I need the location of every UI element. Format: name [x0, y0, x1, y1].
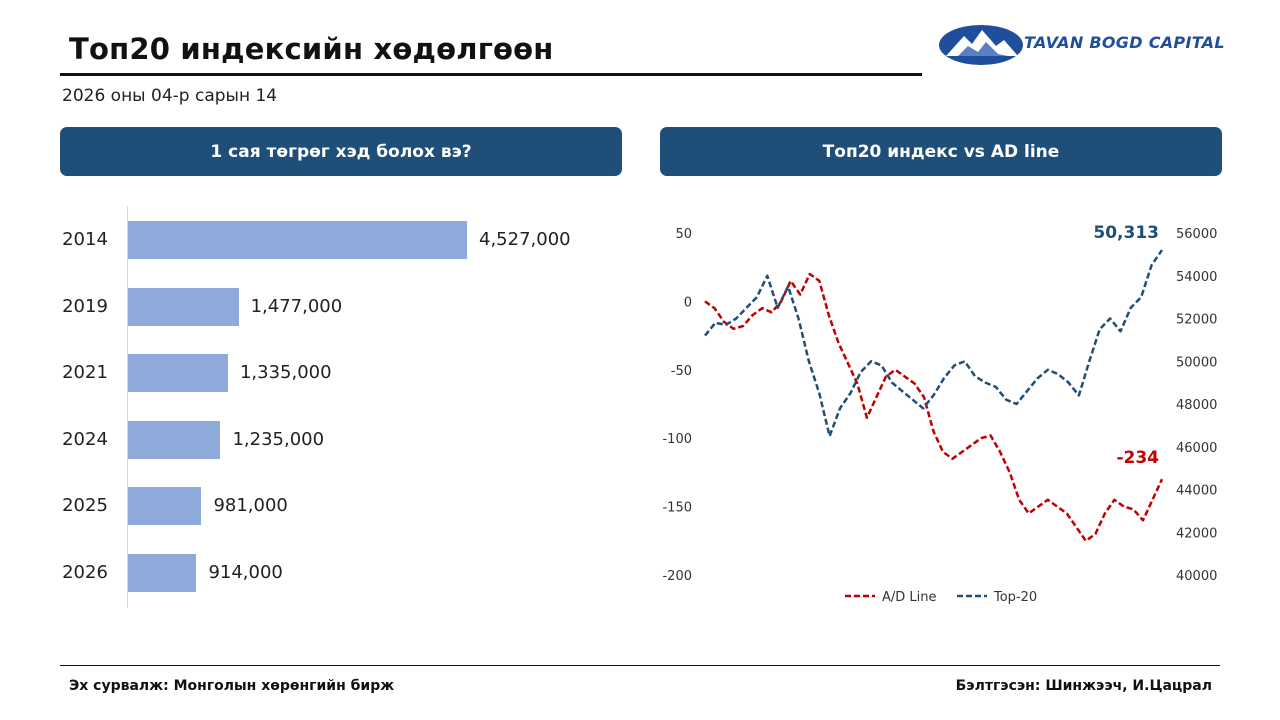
bar [128, 554, 197, 592]
bar-chart-header: 1 сая төгрөг хэд болох вэ? [60, 127, 622, 176]
bar-value-label: 914,000 [208, 562, 283, 583]
bar [128, 287, 239, 326]
right-axis-tick-label: 46000 [1176, 441, 1217, 456]
mountain-logo-icon [939, 25, 1023, 65]
bar-category-label: 2025 [62, 495, 108, 517]
right-axis-tick-label: 40000 [1176, 569, 1217, 584]
bar [128, 354, 228, 393]
bar-value-label: 1,235,000 [232, 428, 325, 450]
company-logo: TAVAN BOGD CAPITAL [938, 24, 1228, 66]
bar-chart-axis [127, 206, 128, 608]
bar [128, 487, 202, 526]
right-axis-tick-label: 50000 [1176, 355, 1217, 370]
line-chart-header: Топ20 индекс vs AD line [660, 127, 1222, 176]
right-axis-tick-label: 42000 [1176, 526, 1217, 541]
right-axis-tick-label: 52000 [1176, 313, 1217, 328]
legend-label: Top-20 [993, 590, 1037, 605]
bar-category-label: 2019 [62, 295, 108, 317]
bar-category-label: 2021 [62, 362, 108, 384]
bar [128, 420, 221, 459]
right-axis-tick-label: 44000 [1176, 484, 1217, 499]
bar-value-label: 981,000 [213, 495, 288, 517]
right-axis-tick-label: 48000 [1176, 398, 1217, 413]
series-line-ad-line [704, 272, 1164, 543]
left-axis-tick-label: -50 [671, 364, 692, 379]
right-axis-tick-label: 54000 [1176, 270, 1217, 285]
left-axis-tick-label: 0 [684, 295, 692, 310]
right-axis-tick-label: 56000 [1176, 227, 1217, 242]
legend-label: A/D Line [882, 590, 937, 605]
logo-text: TAVAN BOGD CAPITAL [1024, 33, 1225, 52]
left-axis-tick-label: -100 [662, 432, 692, 447]
line-chart: 50 0 -50 -100 -150 -200 56000 54000 52000 50000 48… [662, 223, 1217, 605]
footer-author: Бэлтгэсэн: Шинжээч, И.Цацрал [955, 678, 1212, 694]
page-title: Топ20 индексийн хөдөлгөөн [69, 32, 554, 66]
bar-value-label: 1,335,000 [239, 362, 332, 384]
footer-divider [60, 665, 1220, 666]
bar-category-label: 2014 [62, 229, 108, 250]
series-last-value-label: 50,313 [1093, 223, 1159, 243]
series-line-top20 [704, 249, 1164, 438]
left-axis-tick-label: -150 [662, 501, 692, 516]
left-axis-tick-label: 50 [675, 227, 692, 242]
bar-value-label: 1,477,000 [250, 295, 343, 317]
footer-source: Эх сурвалж: Монголын хөрөнгийн бирж [69, 678, 395, 694]
report-date: 2026 оны 04-р сарын 14 [62, 86, 278, 106]
title-divider [60, 73, 922, 76]
bar-category-label: 2024 [62, 428, 108, 450]
series-last-value-label: -234 [1116, 448, 1159, 468]
bar [128, 221, 467, 259]
bar-value-label: 4,527,000 [479, 229, 571, 250]
left-axis-tick-label: -200 [662, 569, 692, 584]
bar-category-label: 2026 [62, 562, 108, 583]
